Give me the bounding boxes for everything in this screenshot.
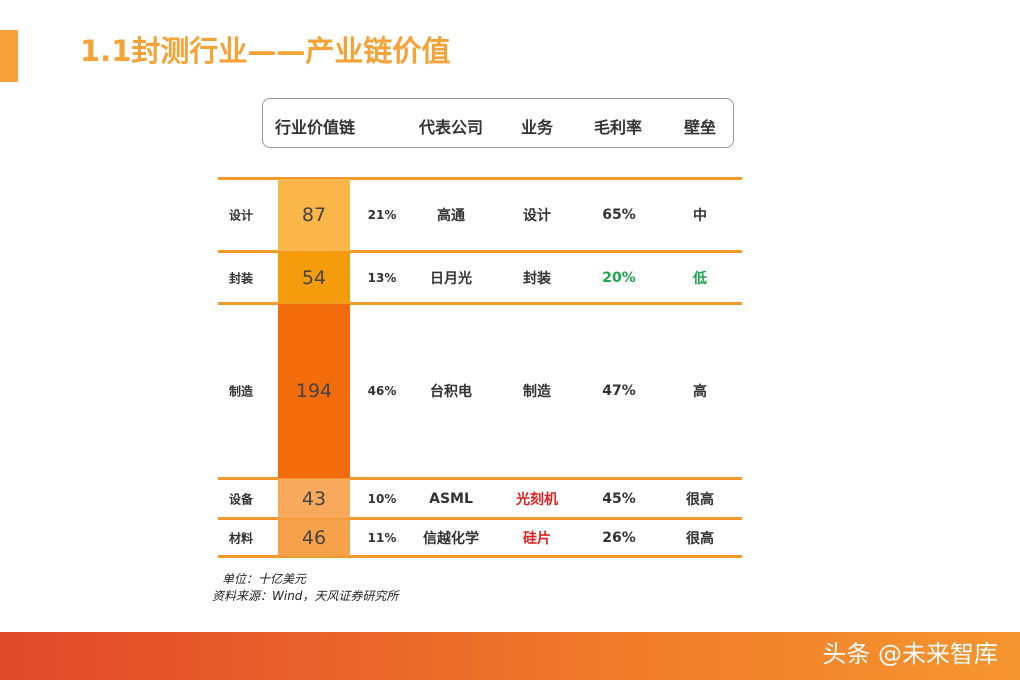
footer-band [0, 632, 1020, 680]
note: 单位：十亿美元 [222, 572, 307, 586]
table-cell: ASML [429, 490, 473, 507]
table-cell: 封装 [523, 270, 551, 287]
row-line [218, 177, 742, 180]
value-cell: 43 [278, 479, 350, 518]
table-cell: 日月光 [430, 270, 472, 287]
accent-bar [0, 30, 18, 82]
row-line [218, 555, 742, 558]
slide-title: 1.1封测行业——产业链价值 [80, 34, 451, 68]
table-cell: 26% [602, 529, 636, 546]
table-cell: 46% [367, 384, 397, 398]
table-cell: 13% [367, 270, 397, 285]
table-cell: 中 [693, 208, 707, 224]
table-cell: 信越化学 [423, 530, 479, 547]
table-cell: 65% [602, 207, 636, 223]
watermark: 头条 @未来智库 [822, 640, 998, 668]
row-label: 封装 [228, 271, 254, 285]
table-cell: 11% [367, 530, 397, 545]
table-cell: 10% [367, 491, 397, 506]
note: 资料来源：Wind，天风证券研究所 [212, 589, 399, 603]
row-line [218, 477, 742, 480]
row-line [218, 517, 742, 520]
table-cell: 高 [693, 384, 707, 400]
table-cell: 制造 [523, 384, 551, 400]
table-cell: 20% [602, 269, 636, 286]
table-cell: 台积电 [430, 384, 472, 400]
column-header: 行业价值链 [274, 118, 356, 137]
column-header: 壁垒 [683, 118, 717, 137]
table-cell: 21% [367, 208, 397, 222]
value-cell: 194 [278, 304, 350, 478]
value-cell: 54 [278, 252, 350, 303]
table-cell: 很高 [686, 491, 714, 508]
value-cell: 87 [278, 179, 350, 251]
table-cell: 低 [693, 270, 707, 287]
row-label: 制造 [228, 384, 254, 399]
table-cell: 硅片 [523, 530, 551, 547]
table-cell: 设计 [523, 208, 551, 224]
row-label: 设计 [228, 208, 254, 223]
table-cell: 很高 [686, 530, 714, 547]
column-header: 代表公司 [418, 118, 484, 137]
row-label: 材料 [228, 531, 254, 545]
table-cell: 高通 [437, 208, 465, 224]
column-header: 毛利率 [593, 118, 643, 137]
table-cell: 光刻机 [516, 491, 558, 508]
row-label: 设备 [228, 492, 254, 506]
column-header: 业务 [520, 118, 554, 137]
row-line [218, 302, 742, 305]
table-cell: 47% [602, 383, 636, 399]
header-box [262, 98, 734, 148]
value-cell: 46 [278, 519, 350, 556]
table-cell: 45% [602, 490, 636, 507]
row-line [218, 250, 742, 253]
